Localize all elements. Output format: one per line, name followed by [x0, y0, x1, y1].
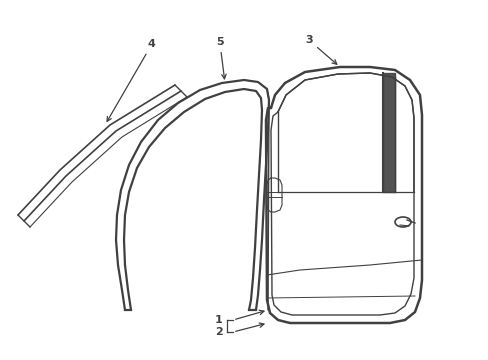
Text: 2: 2: [215, 327, 223, 337]
Text: 5: 5: [216, 37, 225, 79]
Text: 3: 3: [305, 35, 336, 64]
Ellipse shape: [394, 217, 410, 227]
Text: 1: 1: [215, 315, 223, 325]
Text: 4: 4: [107, 39, 156, 121]
